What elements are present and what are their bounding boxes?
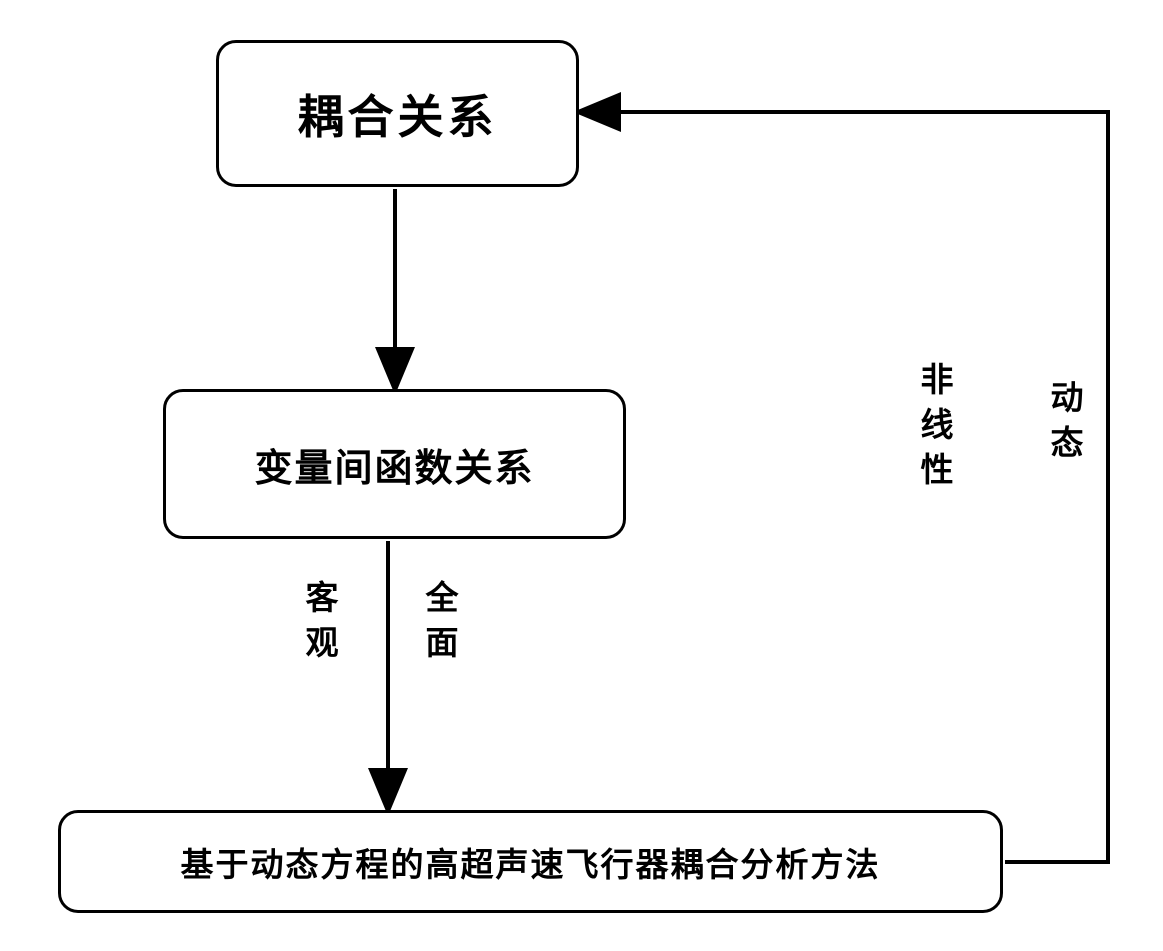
flowchart-diagram: 耦合关系 变量间函数关系 基于动态方程的高超声速飞行器耦合分析方法 客观 全面 … xyxy=(0,0,1163,951)
label-dynamic: 动态 xyxy=(1040,380,1088,470)
label-objective: 客观 xyxy=(295,580,343,670)
edge-bottom-top xyxy=(581,112,1108,862)
node-analysis-method: 基于动态方程的高超声速飞行器耦合分析方法 xyxy=(58,810,1003,913)
node-function-relation-label: 变量间函数关系 xyxy=(254,437,534,492)
node-coupling-relation: 耦合关系 xyxy=(216,40,579,187)
node-coupling-relation-label: 耦合关系 xyxy=(298,81,498,147)
node-analysis-method-label: 基于动态方程的高超声速飞行器耦合分析方法 xyxy=(181,838,881,886)
label-comprehensive: 全面 xyxy=(415,580,463,670)
node-function-relation: 变量间函数关系 xyxy=(163,389,626,539)
label-nonlinear: 非线性 xyxy=(910,362,958,497)
